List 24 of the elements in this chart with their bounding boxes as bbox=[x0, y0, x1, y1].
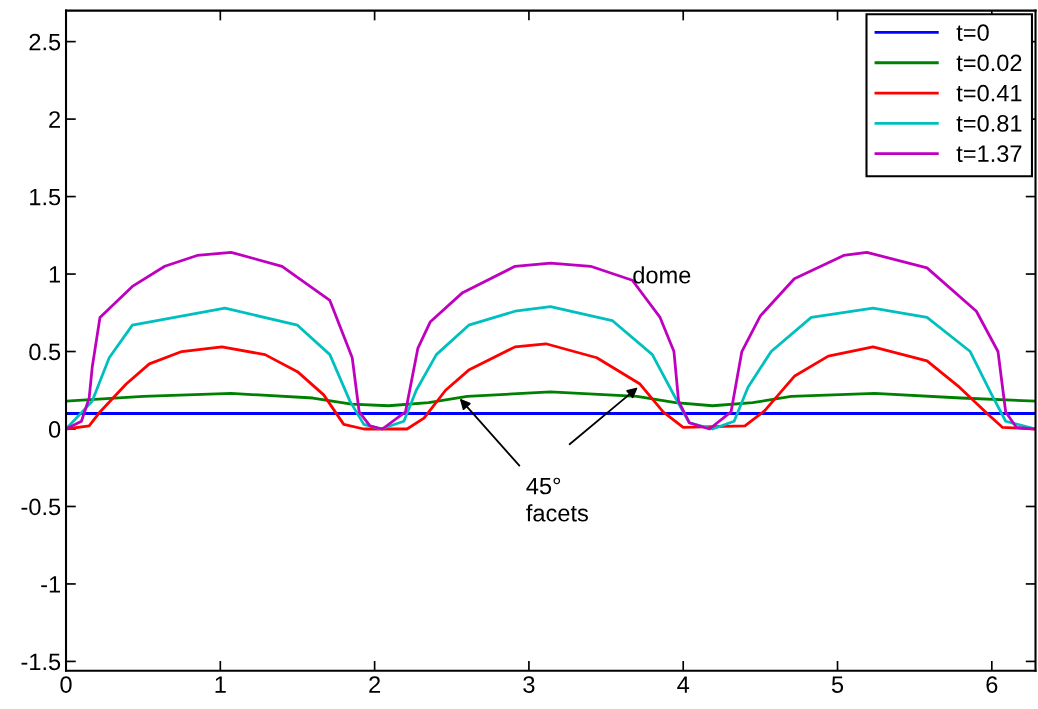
legend-label: t=0 bbox=[956, 24, 989, 41]
annotation: dome bbox=[633, 266, 691, 284]
y-tick-label: 0.5 bbox=[29, 343, 61, 361]
x-tick-label: 5 bbox=[831, 676, 844, 693]
x-tick-label: 6 bbox=[986, 676, 998, 693]
y-tick-label: -1 bbox=[41, 576, 61, 593]
y-tick-label: 2.5 bbox=[29, 33, 61, 51]
annotation: 45° facets bbox=[526, 477, 588, 522]
legend-label: t=1.37 bbox=[956, 145, 1022, 163]
y-tick-label: -0.5 bbox=[21, 498, 61, 516]
y-tick-label: 1 bbox=[49, 266, 60, 283]
x-tick-label: 3 bbox=[523, 676, 535, 693]
line-series bbox=[66, 250, 1036, 431]
x-tick-label: 4 bbox=[677, 676, 690, 693]
legend-label: t=0.41 bbox=[956, 84, 1022, 102]
x-tick-label: 1 bbox=[215, 676, 226, 693]
legend-label: t=0.81 bbox=[956, 115, 1022, 132]
x-tick-label: 0 bbox=[60, 676, 72, 693]
x-tick-label: 2 bbox=[369, 676, 380, 693]
y-tick-label: -1.5 bbox=[21, 653, 61, 671]
y-tick-label: 0 bbox=[48, 421, 61, 438]
y-tick-label: 2 bbox=[49, 111, 60, 128]
y-tick-label: 1.5 bbox=[30, 188, 61, 206]
legend-label: t=0.02 bbox=[956, 54, 1022, 72]
